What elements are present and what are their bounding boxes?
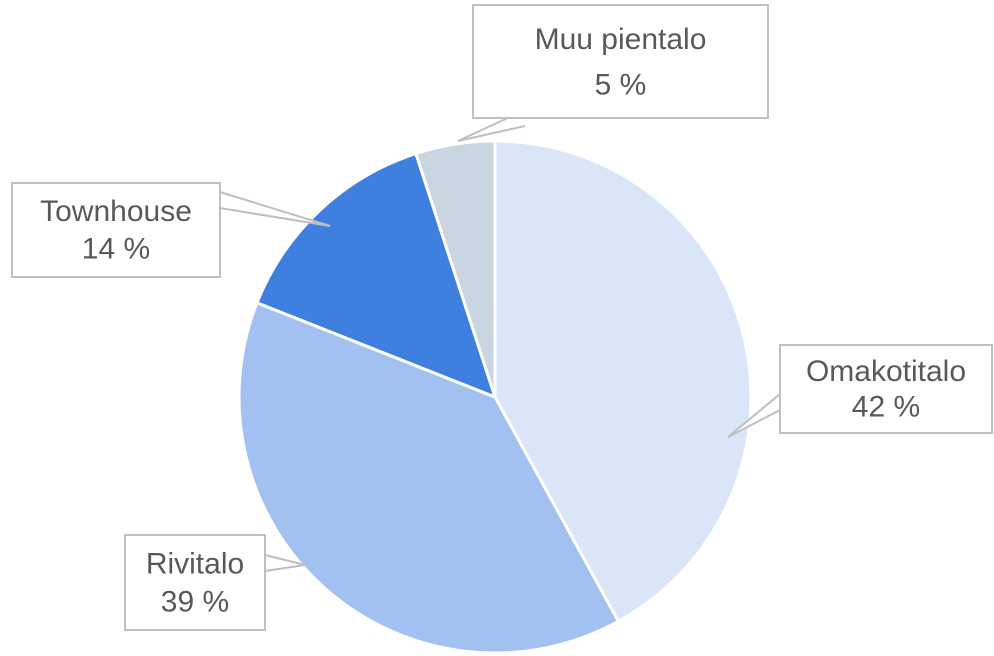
label-box: [472, 4, 769, 119]
value-label: 39 %: [161, 585, 229, 618]
leader-line: [264, 554, 306, 572]
leader-line: [219, 191, 331, 227]
category-label: Omakotitalo: [806, 355, 966, 388]
pie-slice: [493, 139, 753, 624]
value-label: 5 %: [595, 68, 647, 101]
category-label: Muu pientalo: [535, 23, 707, 56]
value-label: 14 %: [82, 233, 150, 266]
label-box: [11, 182, 221, 278]
label-box: [779, 344, 993, 434]
pie-slice: [414, 139, 497, 398]
value-label: 42 %: [852, 390, 920, 423]
category-label: Townhouse: [40, 195, 192, 228]
category-label: Rivitalo: [146, 547, 244, 580]
pie-slice: [237, 300, 621, 655]
leader-line: [727, 393, 781, 438]
label-box: [124, 534, 266, 631]
